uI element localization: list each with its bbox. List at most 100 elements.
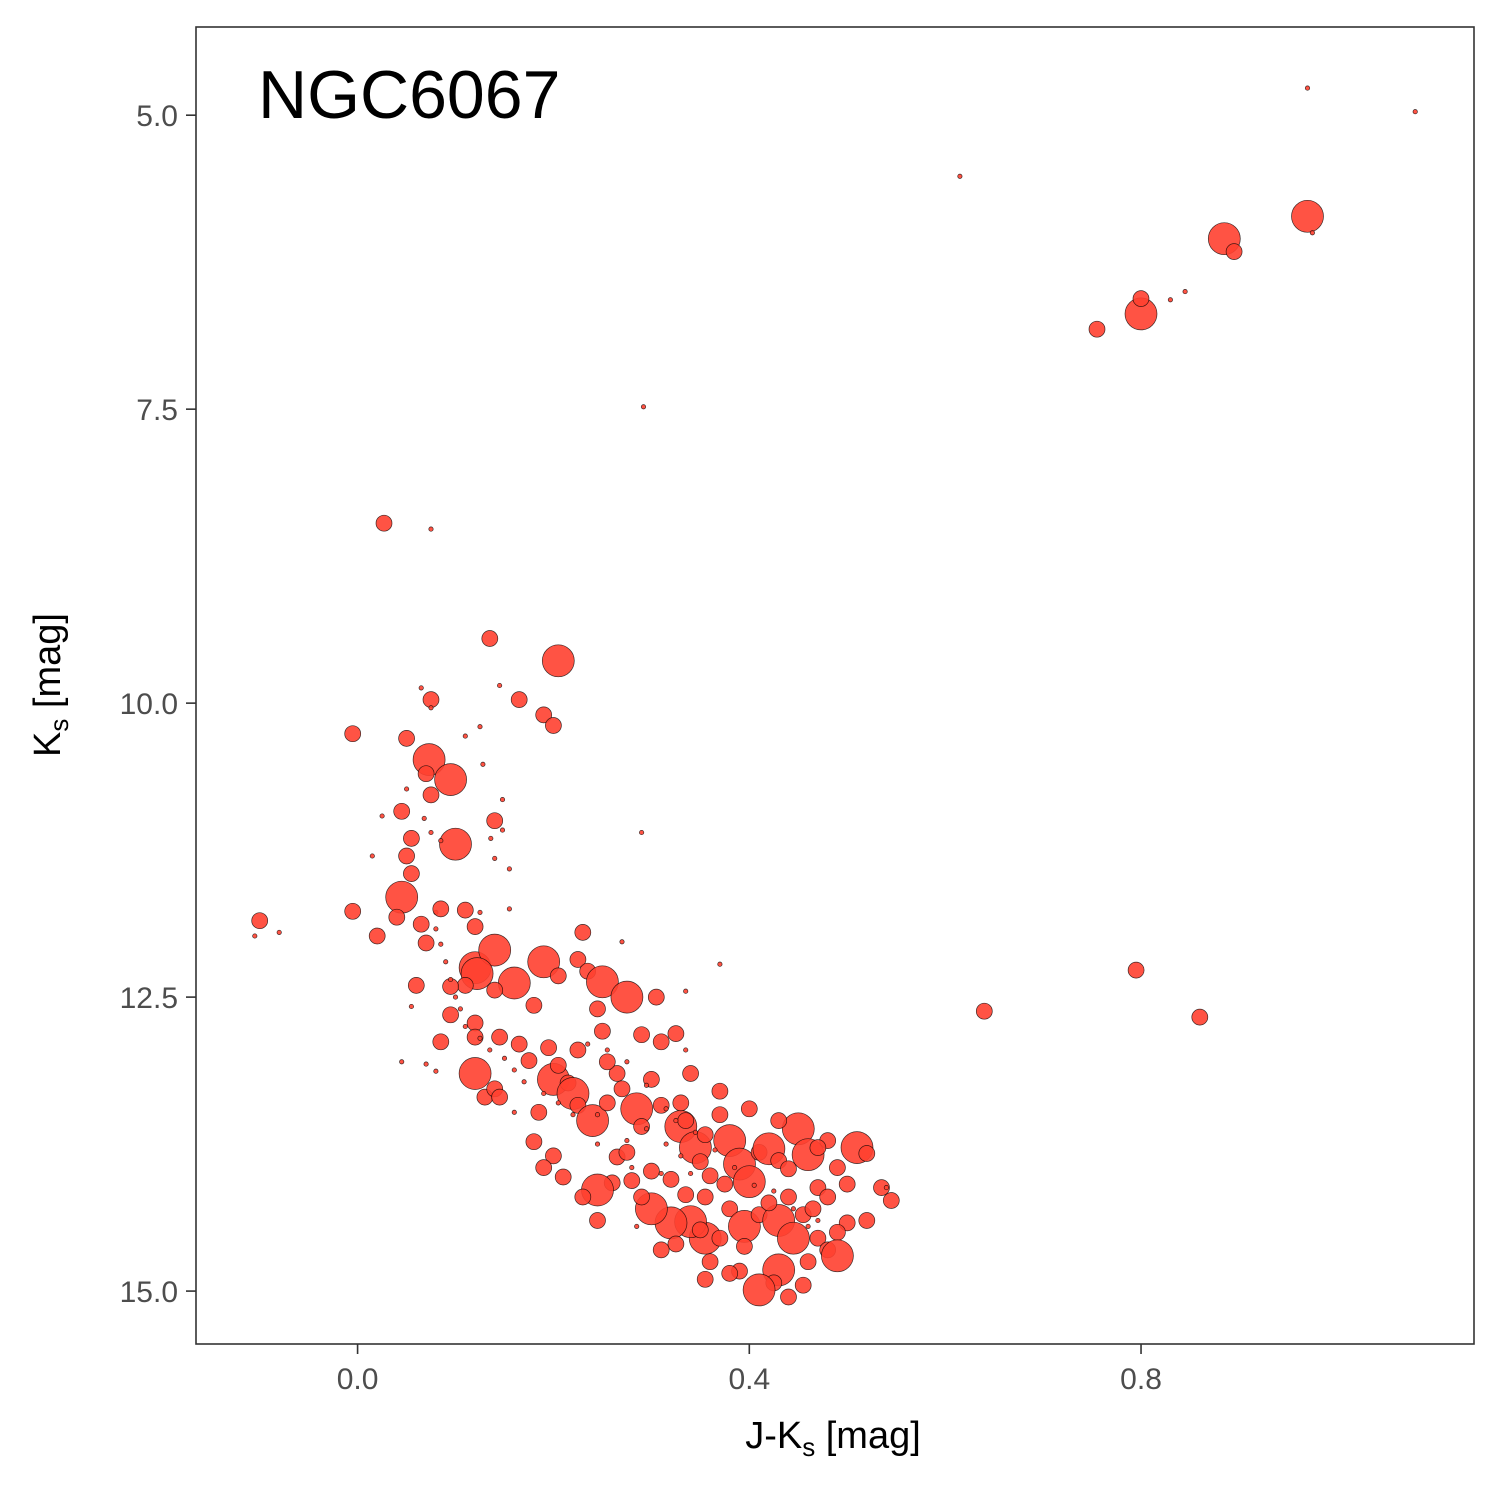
data-point xyxy=(433,1068,439,1074)
data-point xyxy=(643,1082,650,1088)
data-point xyxy=(736,1238,753,1255)
data-point xyxy=(403,865,420,882)
data-point xyxy=(678,1153,684,1159)
data-point xyxy=(407,977,425,994)
data-point xyxy=(589,1212,606,1229)
data-point xyxy=(815,1217,821,1224)
data-point xyxy=(667,1025,685,1042)
data-point xyxy=(549,1056,567,1074)
data-point xyxy=(957,173,963,179)
data-point xyxy=(408,1003,414,1010)
data-point xyxy=(1127,961,1145,979)
data-point xyxy=(633,1026,650,1044)
data-point xyxy=(790,1206,796,1212)
data-point xyxy=(594,1022,611,1040)
data-point xyxy=(433,926,439,932)
data-point xyxy=(1167,297,1173,303)
data-point xyxy=(506,906,512,912)
y-tick-label: 12.5 xyxy=(120,982,178,1015)
data-point xyxy=(794,1276,812,1294)
data-point xyxy=(535,706,553,724)
data-point xyxy=(417,765,435,783)
data-point xyxy=(742,1273,776,1307)
data-point xyxy=(643,1126,650,1132)
points-layer xyxy=(251,85,1418,1307)
data-point xyxy=(613,1080,631,1098)
data-point xyxy=(398,847,415,865)
data-point xyxy=(643,1162,660,1180)
data-point xyxy=(663,1106,669,1112)
data-point xyxy=(829,1223,846,1241)
data-point xyxy=(805,1223,811,1229)
data-point xyxy=(555,1100,561,1106)
data-point xyxy=(439,827,472,861)
data-point xyxy=(682,1065,699,1082)
data-point xyxy=(624,1059,630,1065)
data-point xyxy=(438,941,444,947)
data-point xyxy=(610,980,644,1014)
data-point xyxy=(549,967,567,985)
data-point xyxy=(520,1052,538,1069)
data-point xyxy=(721,1265,739,1282)
y-tick-label: 7.5 xyxy=(136,394,178,427)
data-point xyxy=(251,912,269,930)
data-point xyxy=(634,1223,640,1229)
data-point xyxy=(1182,289,1188,295)
x-axis: 0.0 0.4 0.8 xyxy=(337,1344,1162,1396)
x-tick-label: 0.4 xyxy=(728,1363,770,1396)
data-point xyxy=(369,853,375,859)
data-point xyxy=(667,1235,685,1253)
data-point xyxy=(418,685,424,691)
data-point xyxy=(1412,109,1418,115)
data-point xyxy=(530,1103,548,1121)
data-point xyxy=(780,1188,797,1206)
data-point xyxy=(838,1175,856,1193)
data-point xyxy=(492,855,498,861)
data-point xyxy=(541,644,575,678)
data-point xyxy=(478,933,512,967)
data-point xyxy=(672,1094,690,1112)
data-point xyxy=(1304,85,1311,91)
data-point xyxy=(717,961,723,967)
data-point xyxy=(434,763,467,796)
data-point xyxy=(525,1133,543,1151)
data-point xyxy=(829,1159,846,1176)
data-point xyxy=(399,1059,405,1065)
data-point xyxy=(462,1023,468,1030)
data-point xyxy=(732,1165,766,1199)
data-point xyxy=(541,1090,547,1097)
data-point xyxy=(639,829,645,836)
data-point xyxy=(438,838,444,844)
data-point xyxy=(751,1182,757,1188)
data-point xyxy=(487,1047,493,1053)
data-point xyxy=(696,1188,714,1206)
data-point xyxy=(477,1035,483,1041)
data-point xyxy=(417,934,435,952)
data-point xyxy=(506,866,512,872)
data-point xyxy=(422,786,440,804)
data-point xyxy=(452,994,459,1000)
data-point xyxy=(456,977,474,994)
data-point xyxy=(780,1160,797,1178)
data-point xyxy=(598,1094,616,1112)
data-point xyxy=(598,1053,616,1071)
data-point xyxy=(777,1221,810,1255)
data-point xyxy=(501,1055,508,1061)
data-point xyxy=(412,915,430,933)
data-point xyxy=(525,996,543,1014)
data-point xyxy=(554,1168,572,1186)
data-point xyxy=(443,959,449,965)
data-point xyxy=(770,1112,788,1129)
data-point xyxy=(344,902,362,920)
data-point xyxy=(540,1039,557,1057)
data-point xyxy=(882,1192,900,1209)
data-point xyxy=(740,1100,758,1118)
data-point xyxy=(604,1047,610,1053)
data-point xyxy=(721,1200,739,1218)
data-point xyxy=(574,1188,592,1206)
data-point xyxy=(1291,199,1324,233)
data-point xyxy=(633,1188,650,1206)
data-point xyxy=(499,827,506,833)
